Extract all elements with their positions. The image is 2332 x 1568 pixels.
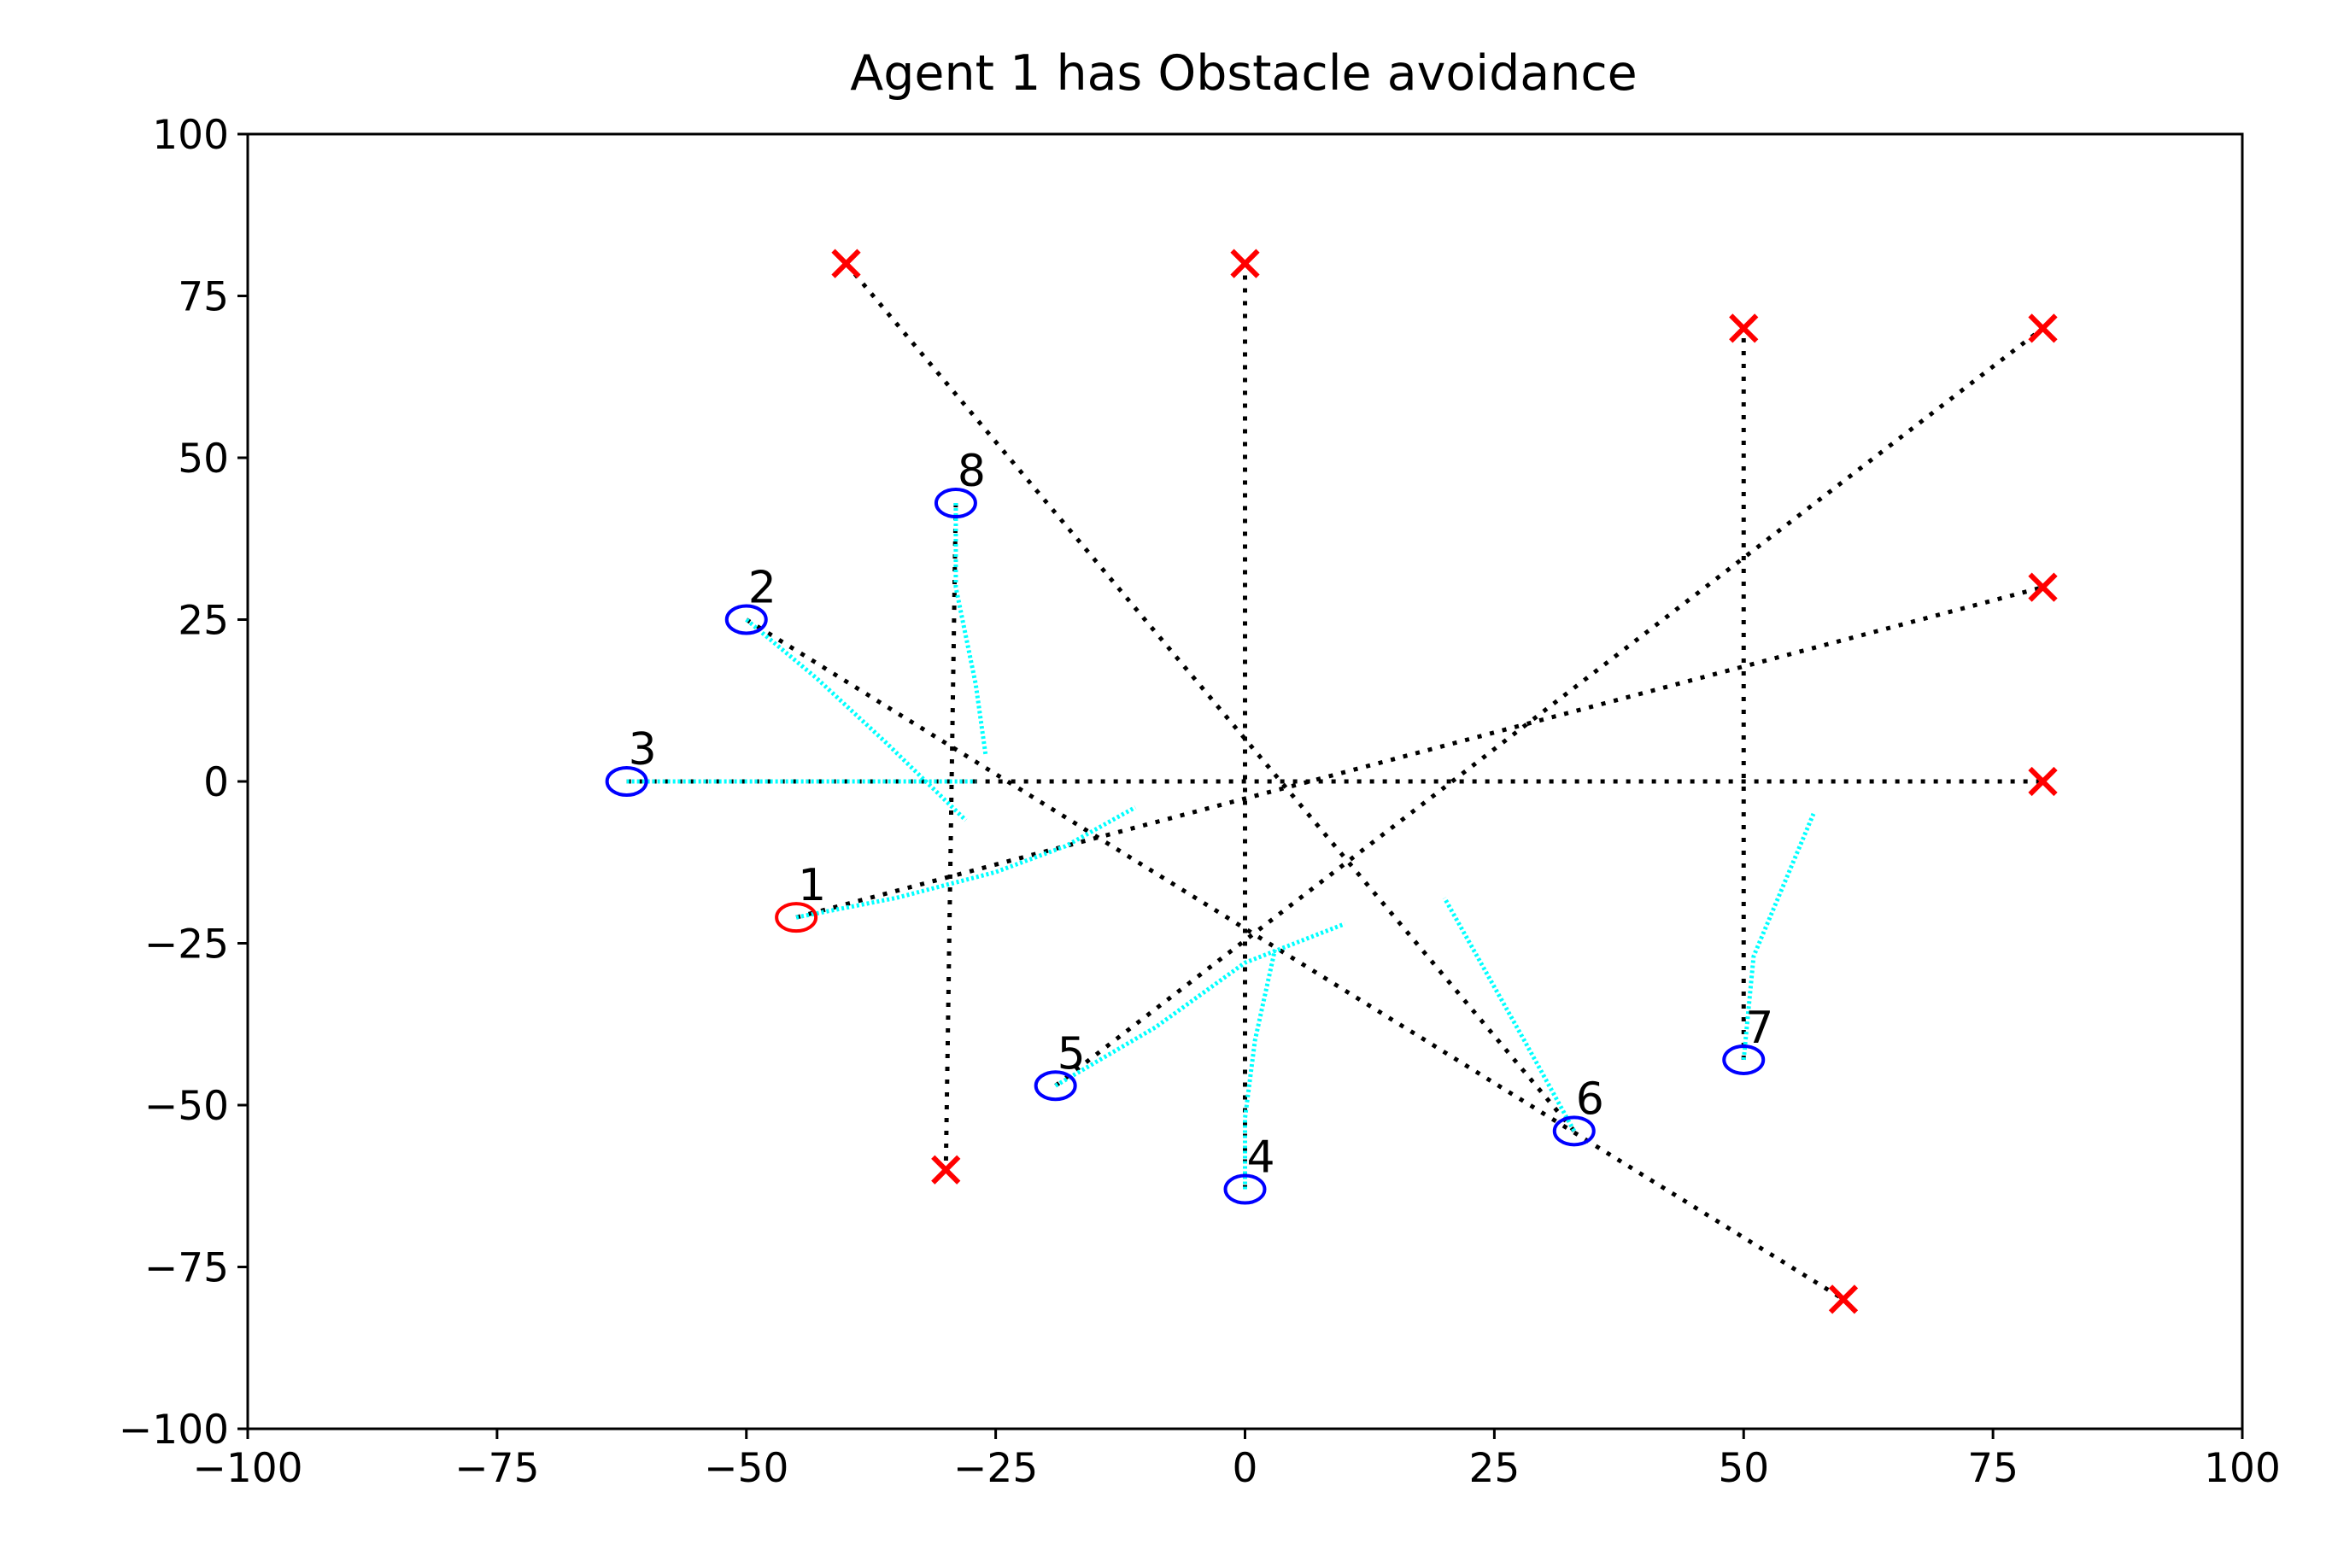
y-tick-label: 0 [203, 759, 229, 806]
agent-label-4: 4 [1247, 1132, 1275, 1184]
chart-title: Agent 1 has Obstacle avoidance [850, 45, 1638, 102]
goal-x-icon [931, 1155, 961, 1185]
trail-agent-5 [1054, 921, 1346, 1088]
goal-x-stroke [931, 1155, 961, 1185]
agent-label-3: 3 [629, 724, 657, 775]
goal-x-stroke [1729, 313, 1759, 343]
agent-marker-8 [934, 488, 977, 519]
agent-marker-4 [1223, 1173, 1267, 1205]
agent-marker-5 [1034, 1070, 1077, 1102]
goal-x-icon [2028, 572, 2058, 602]
x-tick-label: 25 [1468, 1445, 1520, 1492]
agent-label-5: 5 [1058, 1028, 1086, 1079]
planned-paths [626, 261, 2045, 1302]
agent-label-1: 1 [798, 860, 826, 911]
goal-x-stroke [2028, 766, 2058, 797]
goal-x-stroke [1230, 249, 1260, 278]
y-tick-label: −50 [144, 1083, 229, 1130]
y-tick-label: 75 [178, 274, 229, 321]
x-tick-label: −25 [953, 1445, 1038, 1492]
agent-marker-6 [1552, 1115, 1596, 1147]
x-tick-label: 50 [1718, 1445, 1769, 1492]
agent-label-6: 6 [1576, 1074, 1604, 1125]
planned-path-agent-8 [943, 503, 958, 1170]
y-tick-label: 50 [178, 436, 229, 483]
goal-x-icon [2028, 766, 2058, 797]
trail-agent-8 [953, 503, 988, 757]
x-tick-label: 75 [1967, 1445, 2019, 1492]
agent-marker-3 [605, 766, 648, 797]
agent-trails [626, 503, 1816, 1190]
planned-path-agent-1 [795, 585, 2044, 920]
x-tick-label: −100 [192, 1445, 302, 1492]
y-tick-label: 25 [178, 598, 229, 645]
planned-path-agent-6 [844, 261, 1576, 1132]
trail-agent-7 [1741, 812, 1816, 1061]
agent-marker-2 [724, 604, 768, 635]
trail-agent-4 [1243, 949, 1277, 1190]
x-tick-label: 0 [1233, 1445, 1258, 1492]
goal-x-icon [831, 249, 861, 278]
y-axis-ticks: −100 −75 −50 −25 0 25 50 75 100 [119, 112, 248, 1454]
agent-marker-7 [1722, 1044, 1766, 1075]
trail-agent-1 [795, 805, 1137, 920]
y-tick-label: 100 [152, 112, 229, 159]
x-tick-label: 100 [2204, 1445, 2281, 1492]
agent-marker-1 [775, 902, 818, 933]
goal-markers [831, 249, 2058, 1314]
goal-x-stroke [2028, 313, 2058, 343]
y-tick-label: −25 [144, 921, 229, 968]
y-tick-label: −100 [119, 1407, 229, 1454]
agent-labels: 1 2 3 4 5 6 7 8 [629, 446, 1774, 1183]
goal-x-icon [1729, 313, 1759, 343]
x-tick-label: −75 [454, 1445, 539, 1492]
agent-markers [605, 488, 1766, 1205]
goal-x-stroke [2028, 572, 2058, 602]
x-tick-label: −50 [704, 1445, 788, 1492]
x-axis-ticks: −100 −75 −50 −25 0 25 50 75 100 [192, 1429, 2281, 1492]
goal-x-icon [2028, 313, 2058, 343]
agent-label-7: 7 [1745, 1003, 1773, 1054]
trail-agent-6 [1442, 897, 1576, 1132]
goal-x-icon [1828, 1284, 1859, 1314]
goal-x-icon [1230, 249, 1260, 278]
goal-x-stroke [1828, 1284, 1859, 1314]
y-tick-label: −75 [144, 1245, 229, 1292]
goal-x-stroke [831, 249, 861, 278]
agent-label-2: 2 [748, 563, 776, 614]
planned-path-agent-5 [1054, 326, 2045, 1088]
agent-label-8: 8 [958, 446, 986, 497]
